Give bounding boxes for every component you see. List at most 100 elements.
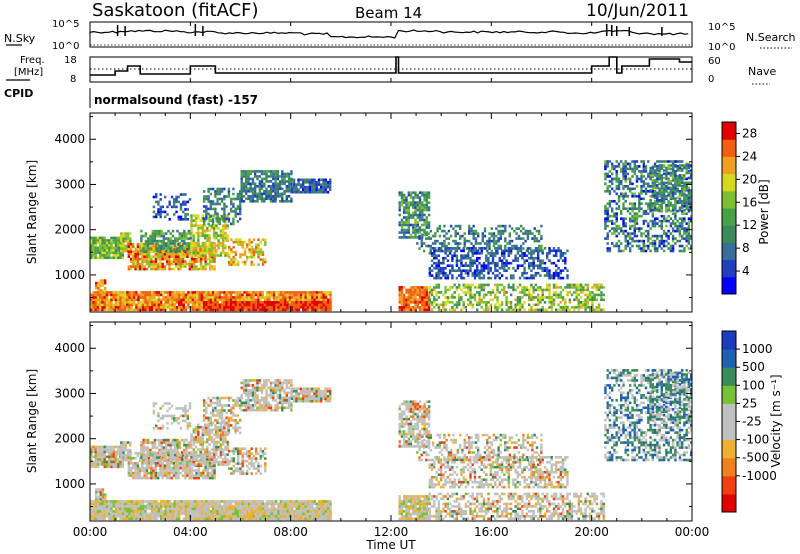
data-cell — [92, 246, 95, 250]
data-cell — [462, 264, 465, 267]
data-cell — [644, 165, 648, 168]
data-cell — [586, 283, 589, 287]
data-cell — [158, 244, 161, 248]
data-cell — [398, 208, 401, 212]
data-cell — [611, 162, 614, 166]
data-cell — [154, 262, 158, 266]
data-cell — [108, 256, 111, 260]
data-cell — [112, 256, 115, 260]
data-cell — [99, 301, 102, 304]
data-cell — [425, 208, 428, 212]
data-cell — [192, 246, 195, 250]
data-cell — [516, 264, 520, 267]
data-cell — [674, 207, 677, 210]
data-cell — [215, 226, 218, 230]
data-cell — [414, 291, 417, 294]
data-cell — [192, 234, 195, 237]
data-cell — [476, 291, 479, 294]
data-cell — [421, 191, 424, 194]
data-cell — [175, 198, 178, 201]
data-cell — [620, 242, 623, 245]
data-cell — [119, 303, 122, 307]
data-cell — [121, 308, 124, 312]
data-cell — [293, 296, 296, 299]
data-cell — [685, 204, 688, 207]
data-cell — [214, 202, 217, 206]
data-cell — [409, 291, 413, 294]
data-cell — [166, 291, 170, 294]
data-cell — [604, 222, 607, 225]
data-cell — [151, 291, 154, 294]
data-cell — [489, 266, 492, 270]
data-cell — [203, 241, 207, 245]
data-cell — [584, 283, 587, 287]
data-cell — [295, 293, 298, 297]
data-cell — [295, 301, 298, 304]
data-cell — [626, 195, 630, 198]
data-cell — [208, 249, 211, 252]
data-cell — [451, 286, 454, 289]
data-cell — [548, 259, 551, 262]
data-cell — [674, 204, 677, 207]
data-cell — [548, 293, 551, 297]
data-cell — [224, 244, 227, 247]
data-cell — [255, 245, 258, 249]
data-cell — [425, 303, 428, 307]
data-cell — [491, 298, 495, 302]
data-cell — [525, 288, 529, 292]
data-cell — [631, 224, 634, 228]
data-cell — [464, 269, 468, 272]
data-cell — [268, 293, 271, 297]
data-cell — [283, 200, 286, 203]
data-cell — [182, 306, 185, 309]
data-cell — [509, 306, 513, 309]
data-cell — [678, 227, 682, 230]
data-cell — [488, 232, 491, 235]
data-cell — [257, 243, 260, 246]
data-cell — [541, 296, 544, 299]
data-cell — [322, 306, 325, 309]
data-cell — [270, 291, 273, 294]
data-cell — [620, 167, 623, 171]
data-cell — [538, 229, 541, 233]
data-cell — [145, 257, 149, 261]
data-cell — [194, 214, 198, 217]
data-cell — [409, 203, 413, 207]
data-cell — [241, 243, 244, 246]
data-cell — [152, 260, 155, 263]
data-cell — [485, 308, 488, 312]
data-cell — [403, 236, 406, 239]
data-cell — [438, 227, 442, 230]
data-cell — [552, 298, 556, 302]
data-cell — [243, 250, 247, 254]
data-cell — [559, 301, 562, 304]
data-cell — [423, 208, 426, 212]
data-cell — [505, 303, 508, 307]
data-cell — [586, 296, 589, 299]
data-cell — [617, 207, 621, 210]
data-cell — [257, 248, 260, 251]
data-cell — [405, 288, 408, 292]
data-cell — [157, 291, 161, 294]
data-cell — [398, 288, 401, 292]
data-cell — [272, 182, 275, 186]
data-cell — [669, 174, 673, 177]
data-cell — [631, 170, 634, 173]
data-cell — [462, 306, 465, 309]
data-cell — [683, 192, 686, 196]
data-cell — [183, 229, 186, 233]
data-cell — [232, 187, 235, 191]
data-cell — [444, 266, 447, 270]
data-cell — [660, 189, 663, 192]
data-cell — [101, 254, 104, 257]
data-cell — [199, 245, 203, 248]
data-cell — [191, 308, 194, 312]
data-cell — [184, 260, 187, 263]
data-cell — [608, 175, 612, 178]
data-cell — [108, 291, 111, 294]
data-cell — [242, 187, 246, 191]
data-cell — [497, 239, 500, 243]
data-cell — [665, 206, 668, 210]
data-cell — [526, 232, 530, 235]
data-cell — [582, 288, 585, 292]
